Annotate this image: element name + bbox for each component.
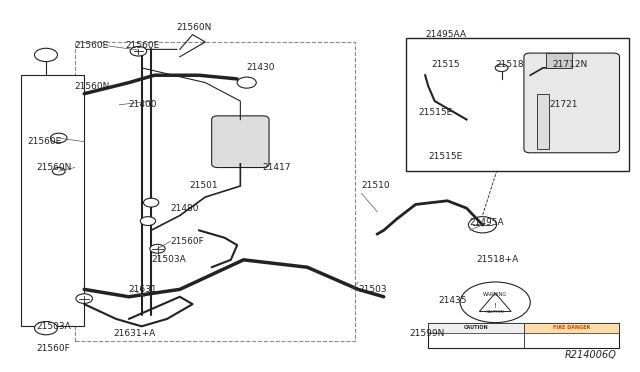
Circle shape <box>495 64 508 71</box>
Text: CAUTION: CAUTION <box>486 310 504 314</box>
Circle shape <box>468 217 497 233</box>
Circle shape <box>140 217 156 225</box>
Text: 21518: 21518 <box>495 60 524 69</box>
Circle shape <box>143 198 159 207</box>
Text: 21560E: 21560E <box>125 41 160 50</box>
Text: 21560N: 21560N <box>75 82 110 91</box>
Text: 21503A: 21503A <box>151 255 186 264</box>
Text: 21560F: 21560F <box>170 237 204 246</box>
Text: 21495A: 21495A <box>470 218 504 227</box>
Circle shape <box>150 244 165 253</box>
Text: 21560E: 21560E <box>75 41 109 50</box>
Text: FIRE DANGER: FIRE DANGER <box>553 325 590 330</box>
Circle shape <box>130 46 147 56</box>
Bar <box>406 38 629 171</box>
Text: !: ! <box>494 303 497 309</box>
Text: 21501: 21501 <box>189 182 218 190</box>
Text: 21515: 21515 <box>431 60 460 69</box>
Text: 21560N: 21560N <box>36 163 72 172</box>
Text: 21560E: 21560E <box>27 137 61 146</box>
FancyBboxPatch shape <box>212 116 269 167</box>
Text: CAUTION: CAUTION <box>464 325 488 330</box>
Text: 21495AA: 21495AA <box>425 30 466 39</box>
Text: 21435: 21435 <box>438 296 467 305</box>
Circle shape <box>35 321 58 335</box>
Text: 21599N: 21599N <box>409 329 445 338</box>
Text: 21721: 21721 <box>549 100 578 109</box>
Circle shape <box>460 282 531 323</box>
Text: 21480: 21480 <box>170 203 199 213</box>
Text: 21631+A: 21631+A <box>113 329 155 338</box>
Text: 21430: 21430 <box>246 63 275 72</box>
Circle shape <box>52 167 65 175</box>
Text: WARNING: WARNING <box>483 292 508 298</box>
Text: 21518+A: 21518+A <box>476 255 518 264</box>
FancyBboxPatch shape <box>524 53 620 153</box>
Circle shape <box>35 48 58 62</box>
Text: 21631: 21631 <box>129 285 157 294</box>
Text: 21712N: 21712N <box>552 60 588 69</box>
Bar <box>20 75 84 326</box>
Bar <box>75 42 355 341</box>
Text: 21503: 21503 <box>358 285 387 294</box>
Circle shape <box>76 294 93 304</box>
Text: 21515E: 21515E <box>428 152 463 161</box>
Bar <box>428 323 620 349</box>
Bar <box>537 94 549 149</box>
Text: 21417: 21417 <box>262 163 291 172</box>
Text: 21515E: 21515E <box>419 108 453 117</box>
Circle shape <box>51 133 67 143</box>
Text: R214006Q: R214006Q <box>564 350 616 359</box>
Bar <box>428 323 524 333</box>
Text: 21560F: 21560F <box>36 344 70 353</box>
Circle shape <box>237 77 256 88</box>
Text: 21400: 21400 <box>129 100 157 109</box>
Text: 21510: 21510 <box>362 182 390 190</box>
Text: 21560N: 21560N <box>177 23 212 32</box>
Polygon shape <box>479 293 511 311</box>
Text: 21503A: 21503A <box>36 322 71 331</box>
Bar <box>546 53 572 68</box>
Bar <box>524 323 620 333</box>
